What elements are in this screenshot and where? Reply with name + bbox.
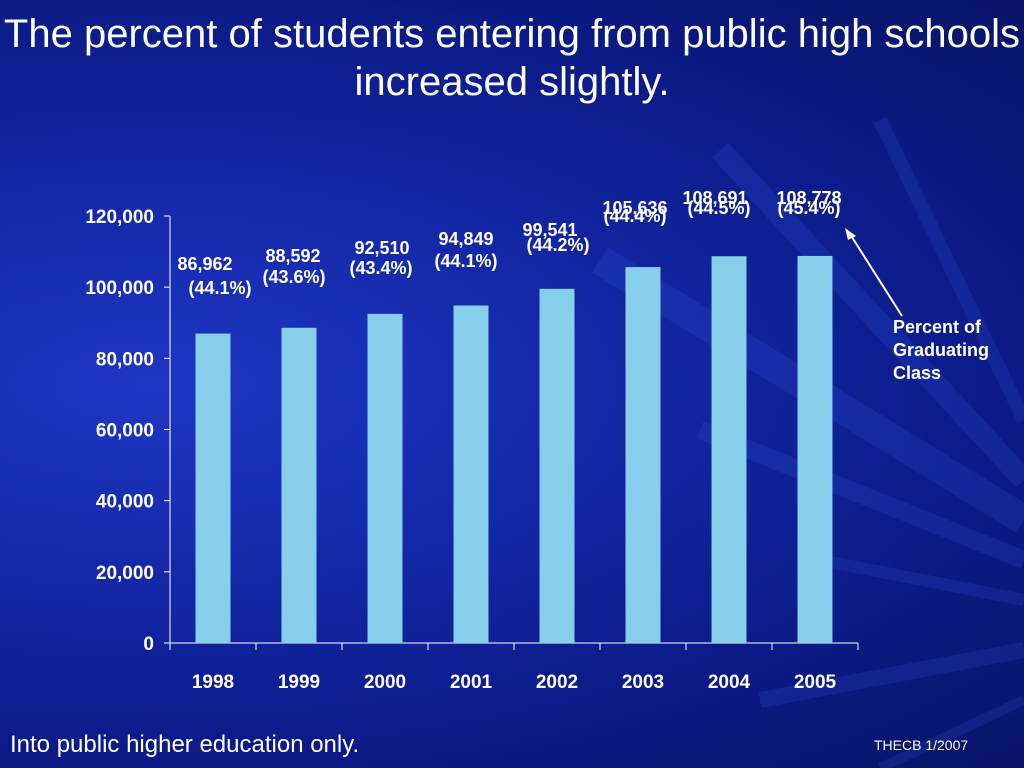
bar-2001 [453,305,489,643]
y-tick-label: 40,000 [96,492,154,513]
y-tick-label: 60,000 [96,421,154,442]
x-tick-label: 1998 [192,672,234,693]
data-label-percent: (44.4%) [603,206,666,226]
data-label-percent: (45.4%) [777,198,840,218]
data-label-value: 108,691 [682,188,747,208]
bar-2003 [625,267,661,643]
data-label-value: 86,962 [177,254,232,274]
data-label-value: 99,541 [522,220,577,240]
x-tick-label: 2003 [622,672,664,693]
data-label-percent: (44.1%) [434,251,497,271]
percent-callout-label: Percent of Graduating Class [893,317,990,383]
bar-2002 [539,288,575,643]
y-tick-label: 120,000 [85,207,154,228]
y-tick-label: 80,000 [96,349,154,370]
data-label-percent: (44.1%) [188,278,251,298]
callout-arrow-head [845,228,856,240]
data-label-percent: (43.6%) [262,267,325,287]
data-label-value: 94,849 [438,229,493,249]
bar-2004 [711,256,747,643]
y-tick-label: 20,000 [96,563,154,584]
data-label-value: 88,592 [265,246,320,266]
data-label-percent: (43.4%) [349,258,412,278]
footnote: Into public higher education only. [10,731,360,758]
source-note: THECB 1/2007 [874,737,969,753]
x-tick-label: 2002 [536,672,578,693]
x-tick-label: 2005 [794,672,837,693]
data-label-value: 108,778 [776,188,841,208]
slide-title: The percent of students entering from pu… [3,12,1021,104]
bar-2005 [797,255,833,643]
data-label-value: 92,510 [354,238,409,258]
bar-1998 [195,333,231,643]
data-label-value: 105,636 [602,198,667,218]
x-tick-label: 1999 [278,672,320,693]
data-label-percent: (44.2%) [526,235,589,255]
data-label-percent: (44.5%) [687,198,750,218]
x-tick-label: 2001 [450,672,493,693]
callout-arrow-line [849,233,903,317]
bar-1999 [281,327,317,643]
x-tick-label: 2000 [364,672,406,693]
y-tick-label: 0 [143,634,154,655]
bar-2000 [367,313,403,643]
y-tick-label: 100,000 [85,278,154,299]
x-tick-label: 2004 [708,672,751,693]
